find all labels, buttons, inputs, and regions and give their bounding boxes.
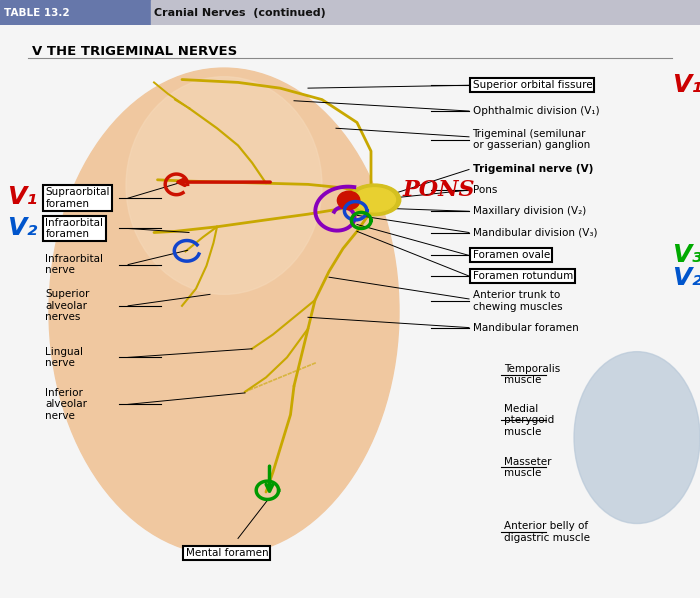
Text: V₁: V₁ (7, 185, 37, 209)
Text: PONS: PONS (402, 179, 475, 200)
Text: Lingual
nerve: Lingual nerve (46, 347, 83, 368)
Ellipse shape (349, 184, 400, 216)
Ellipse shape (126, 77, 322, 294)
Bar (0, 0, 150, 25)
Text: Cranial Nerves  (continued): Cranial Nerves (continued) (154, 8, 326, 17)
Text: Mental foramen: Mental foramen (186, 548, 268, 559)
Text: V THE TRIGEMINAL NERVES: V THE TRIGEMINAL NERVES (32, 45, 237, 57)
Text: Pons: Pons (473, 185, 497, 195)
Text: Anterior trunk to
chewing muscles: Anterior trunk to chewing muscles (473, 291, 562, 312)
Text: Masseter
muscle: Masseter muscle (504, 457, 552, 478)
Text: Infraorbital
nerve: Infraorbital nerve (46, 254, 104, 276)
Text: Medial
pterygoid
muscle: Medial pterygoid muscle (504, 404, 554, 437)
Bar (150, 0, 700, 25)
Text: V₁: V₁ (672, 74, 700, 97)
Text: Foramen ovale: Foramen ovale (473, 251, 550, 260)
Circle shape (337, 191, 360, 209)
Text: V₃: V₃ (672, 243, 700, 267)
Text: Ophthalmic division (V₁): Ophthalmic division (V₁) (473, 106, 599, 116)
Text: Temporalis
muscle: Temporalis muscle (504, 364, 560, 385)
Text: Foramen rotundum: Foramen rotundum (473, 271, 573, 281)
Text: Mandibular division (V₃): Mandibular division (V₃) (473, 227, 597, 237)
Text: Superior orbital fissure: Superior orbital fissure (473, 80, 592, 90)
Text: Trigeminal nerve (V): Trigeminal nerve (V) (473, 164, 593, 175)
Text: Trigeminal (semilunar
or gasserian) ganglion: Trigeminal (semilunar or gasserian) gang… (473, 129, 589, 151)
Text: Superior
alveolar
nerves: Superior alveolar nerves (46, 289, 90, 322)
Text: Anterior belly of
digastric muscle: Anterior belly of digastric muscle (504, 521, 590, 543)
Text: V₂: V₂ (672, 266, 700, 291)
Ellipse shape (49, 68, 399, 555)
Text: Supraorbital
foramen: Supraorbital foramen (46, 187, 110, 209)
Text: Mandibular foramen: Mandibular foramen (473, 322, 578, 332)
Text: Maxillary division (V₂): Maxillary division (V₂) (473, 206, 586, 216)
Ellipse shape (574, 352, 700, 523)
Text: Infraorbital
foramen: Infraorbital foramen (46, 218, 104, 239)
Text: Inferior
alveolar
nerve: Inferior alveolar nerve (46, 388, 88, 421)
Text: V₂: V₂ (7, 216, 37, 240)
Text: TABLE 13.2: TABLE 13.2 (4, 8, 69, 17)
Ellipse shape (354, 188, 395, 212)
